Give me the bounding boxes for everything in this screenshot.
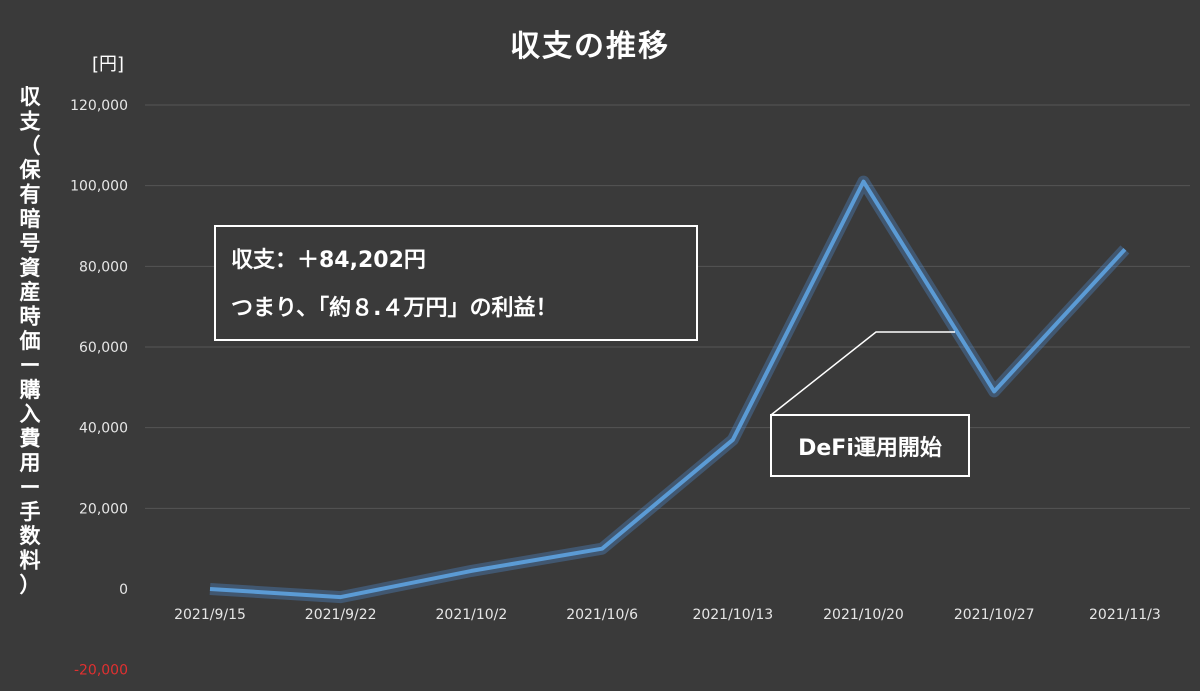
- y-tick-label: -20,000: [74, 663, 128, 679]
- x-tick-label: 2021/10/2: [436, 607, 508, 623]
- x-tick-labels: 2021/9/15 2021/9/22 2021/10/2 2021/10/6 2021…: [174, 607, 1161, 623]
- summary-box-frame: [214, 225, 698, 341]
- summary-line-1: 収支：＋84,202円: [231, 248, 426, 273]
- y-tick-labels: 120,000 100,000 80,000 60,000 40,000 20,000 0 -…: [70, 98, 128, 679]
- y-tick-label: 80,000: [79, 259, 128, 275]
- x-tick-label: 2021/10/27: [954, 607, 1035, 623]
- x-tick-label: 2021/10/20: [823, 607, 904, 623]
- y-axis-label: 収支（保有暗号資産時価ー購入費用ー手数料）: [19, 85, 42, 597]
- x-tick-label: 2021/10/6: [566, 607, 638, 623]
- y-tick-label: 100,000: [70, 179, 128, 195]
- y-tick-label: 40,000: [79, 421, 128, 437]
- x-tick-label: 2021/11/3: [1089, 607, 1161, 623]
- x-tick-label: 2021/10/13: [692, 607, 773, 623]
- y-tick-label: 120,000: [70, 98, 128, 114]
- y-tick-label: 0: [119, 582, 128, 598]
- summary-line-2: つまり、「約８.４万円」の利益！: [231, 295, 557, 321]
- y-tick-label: 60,000: [79, 340, 128, 356]
- summary-box: 収支：＋84,202円 つまり、「約８.４万円」の利益！: [214, 225, 698, 341]
- x-tick-label: 2021/9/22: [305, 607, 377, 623]
- series-line-path: [209, 179, 1127, 600]
- y-tick-label: 20,000: [79, 501, 128, 517]
- callout-leader-line: [770, 331, 955, 416]
- defi-callout: DeFi運用開始: [770, 331, 970, 477]
- series-line: [209, 175, 1130, 604]
- callout-box-frame: [770, 414, 970, 477]
- y-unit-label: [円]: [92, 54, 124, 75]
- x-tick-label: 2021/9/15: [174, 607, 246, 623]
- callout-text: DeFi運用開始: [798, 435, 942, 461]
- chart-title: 収支の推移: [510, 29, 670, 64]
